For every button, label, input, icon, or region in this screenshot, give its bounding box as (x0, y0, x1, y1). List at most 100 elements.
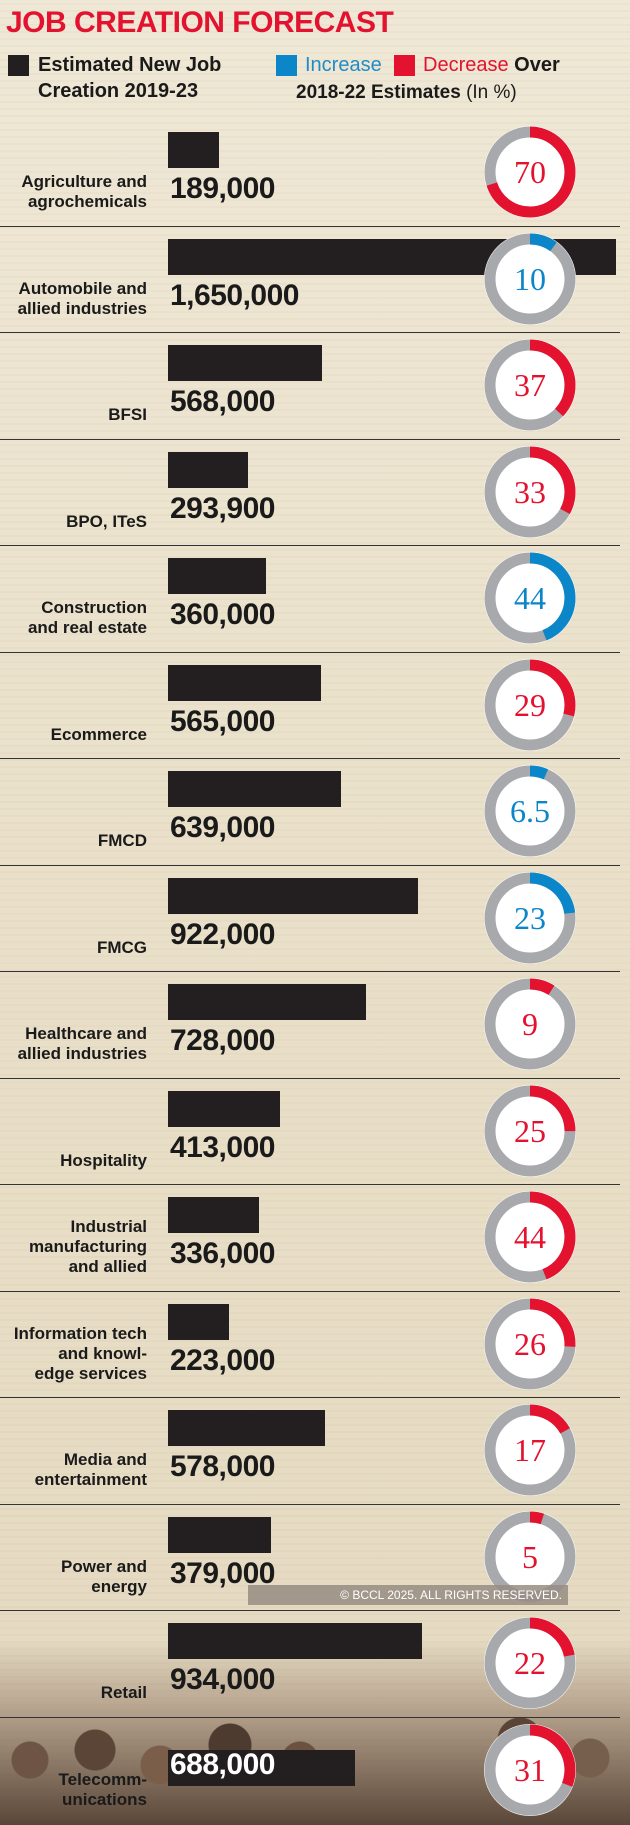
donut-svg (484, 1191, 576, 1283)
change-donut: 5 (482, 1509, 578, 1605)
chart-row: Automobile and allied industries 1,650,000… (0, 227, 630, 333)
category-label-line: allied industries (17, 298, 147, 318)
jobs-bar (168, 1749, 355, 1786)
category-label-line: Healthcare and (25, 1024, 147, 1043)
donut-hole (497, 1204, 563, 1270)
jobs-value-label: 293,900 (170, 491, 275, 525)
row-divider (0, 864, 620, 866)
jobs-bar (168, 345, 322, 381)
row-divider (0, 758, 620, 759)
chart-row: Telecomm-unications 688,000 31 (0, 1718, 630, 1824)
change-donut: 9 (482, 976, 578, 1072)
donut-arc (484, 1085, 576, 1176)
category-label: Hospitality (0, 1151, 147, 1171)
donut-hole (497, 991, 563, 1057)
category-label-line: and knowl- (58, 1343, 147, 1363)
category-label-line: energy (91, 1576, 147, 1596)
jobs-value-label: 688,000 (170, 1747, 275, 1781)
chart-row: Construction and real estate 360,000 44 (0, 546, 630, 652)
category-label: FMCG (0, 938, 147, 958)
donut-svg (484, 552, 576, 644)
legend-swatch-black (8, 55, 29, 76)
jobs-bar (168, 1090, 280, 1127)
change-donut: 6.5 (482, 763, 578, 859)
donut-arc (484, 872, 576, 963)
chart-row: Media and entertainment 578,000 17 (0, 1398, 630, 1504)
jobs-value-label: 336,000 (170, 1237, 275, 1270)
jobs-value-label: 565,000 (170, 704, 275, 738)
donut-svg (484, 339, 576, 431)
jobs-bar (168, 771, 341, 807)
chart-row: Power and energy 379,000 5 (0, 1505, 630, 1611)
change-value-label: 37 (514, 367, 546, 403)
change-value-label: 10 (514, 260, 546, 297)
donut-arc (484, 1404, 576, 1496)
donut-svg (484, 871, 576, 964)
change-donut: 23 (482, 870, 578, 966)
category-label-line: Construction (41, 598, 147, 617)
donut-hole (497, 139, 563, 205)
legend-decrease: Decrease Over (394, 52, 560, 78)
donut-arc (484, 978, 576, 1070)
jobs-value-label: 413,000 (170, 1130, 275, 1164)
category-label: FMCD (0, 831, 147, 851)
legend-swatch-red (394, 55, 415, 76)
change-value-label: 33 (514, 473, 546, 510)
jobs-value-label: 360,000 (170, 598, 275, 631)
row-divider (0, 1716, 620, 1718)
chart-row: Healthcare and allied industries 728,000 9 (0, 972, 630, 1078)
category-label-line: Ecommerce (50, 724, 147, 744)
row-divider (0, 1503, 620, 1505)
donut-hole (497, 671, 563, 738)
donut-svg (484, 232, 576, 325)
category-label: BPO, ITeS (0, 512, 147, 532)
change-donut: 25 (482, 1083, 578, 1179)
change-donut: 33 (482, 444, 578, 540)
donut-hole (497, 1736, 563, 1803)
category-label: Healthcare and allied industries (0, 1024, 147, 1064)
jobs-bar (168, 558, 266, 594)
category-label-line: Automobile and (18, 278, 147, 298)
chart-row: FMCG 922,000 23 (0, 866, 630, 972)
jobs-value-label: 639,000 (170, 811, 275, 844)
donut-svg (484, 1084, 576, 1177)
change-donut: 17 (482, 1402, 578, 1498)
jobs-bar (168, 1197, 259, 1233)
donut-hole (497, 1630, 563, 1696)
donut-hole (497, 565, 563, 631)
legend-increase-label: Increase (305, 54, 382, 76)
donut-arc (484, 552, 576, 644)
category-label: BFSI (0, 405, 147, 425)
category-label: Power and energy (0, 1557, 147, 1597)
jobs-value-label: 922,000 (170, 917, 275, 951)
donut-arc (484, 659, 576, 750)
donut-arc (484, 1191, 576, 1283)
donut-hole (497, 884, 563, 951)
change-value-label: 44 (514, 1219, 546, 1255)
category-label-line: entertainment (34, 1470, 147, 1489)
change-value-label: 23 (514, 899, 546, 936)
change-donut: 22 (482, 1615, 578, 1711)
chart-title: JOB CREATION FORECAST (6, 6, 394, 39)
chart-row: Retail 934,000 22 (0, 1611, 630, 1717)
category-label: Media and entertainment (0, 1450, 147, 1490)
row-divider (0, 1290, 620, 1292)
change-value-label: 9 (522, 1006, 538, 1042)
donut-svg (484, 658, 576, 751)
category-label-line: and real estate (27, 618, 147, 637)
donut-svg (484, 1617, 576, 1709)
legend-increase: Increase (276, 52, 382, 78)
chart-row: BPO, ITeS 293,900 33 (0, 440, 630, 546)
row-divider (0, 1077, 620, 1079)
row-divider (0, 225, 620, 227)
category-label: Automobile and allied industries (0, 279, 147, 319)
row-divider (0, 1610, 620, 1611)
category-label: Agriculture and agrochemicals (0, 172, 147, 212)
jobs-bar (168, 1516, 271, 1553)
jobs-bar (168, 1623, 422, 1659)
jobs-value-label: 189,000 (170, 172, 275, 205)
category-label: Construction and real estate (0, 598, 147, 638)
donut-arc (484, 339, 576, 431)
legend-swatch-blue (276, 55, 297, 76)
row-divider (0, 1397, 620, 1398)
